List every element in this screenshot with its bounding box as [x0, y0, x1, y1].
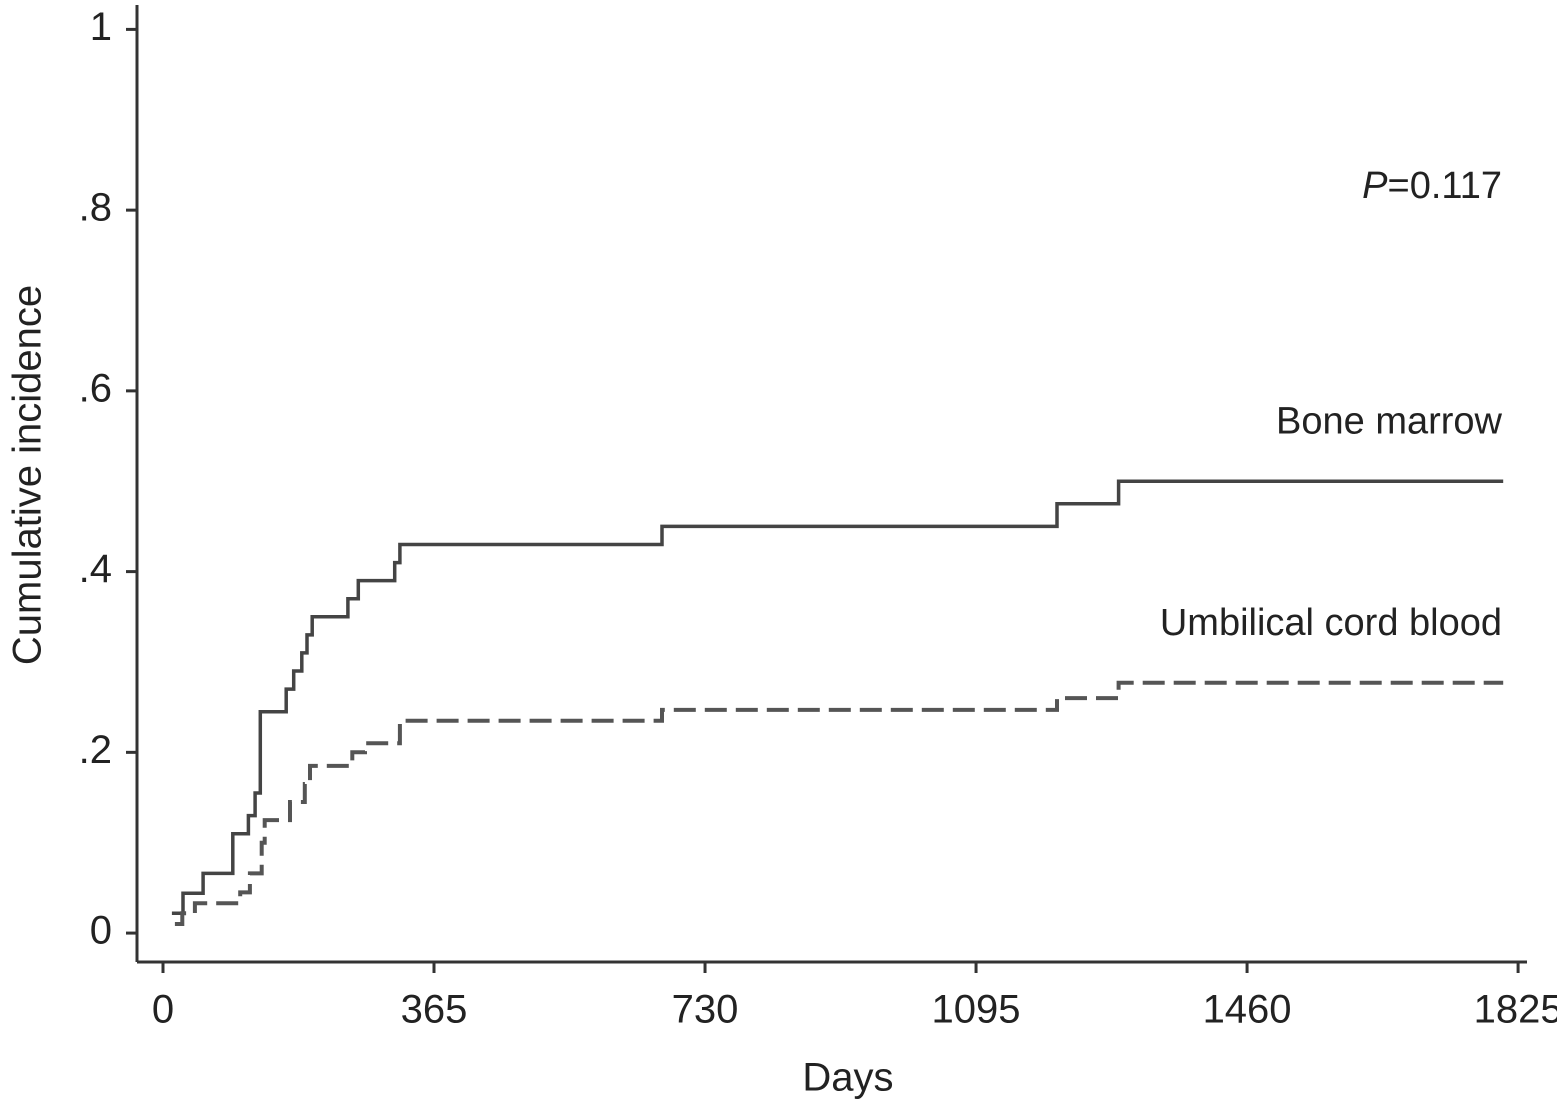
x-axis-title: Days	[802, 1056, 893, 1100]
y-tick-label: .6	[79, 366, 112, 410]
x-tick-label: 1460	[1203, 988, 1292, 1032]
y-tick-label: .2	[79, 728, 112, 772]
annotation-p: P	[1362, 165, 1388, 207]
x-tick-label: 1095	[932, 988, 1021, 1032]
x-tick-label: 365	[401, 988, 468, 1032]
y-tick-label: .8	[79, 186, 112, 230]
annotation: P=0.117	[1362, 165, 1502, 207]
x-tick-label: 730	[672, 988, 739, 1032]
series-label: Bone marrow	[1276, 400, 1503, 442]
y-axis-title: Cumulative incidence	[6, 285, 50, 665]
y-tick-label: .4	[79, 547, 112, 591]
series-line	[171, 479, 1504, 915]
series-line	[174, 680, 1504, 926]
y-tick-label: 0	[90, 909, 112, 953]
x-tick-label: 0	[152, 988, 174, 1032]
x-tick-label: 1825	[1474, 988, 1557, 1032]
y-tick-label: 1	[90, 5, 112, 49]
series-label: Umbilical cord blood	[1160, 602, 1502, 644]
annotation-value: =0.117	[1388, 165, 1502, 207]
